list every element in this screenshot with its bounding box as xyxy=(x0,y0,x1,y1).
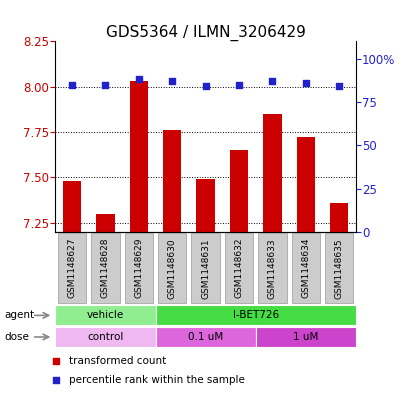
FancyBboxPatch shape xyxy=(124,233,153,303)
Bar xyxy=(229,150,247,232)
Text: vehicle: vehicle xyxy=(87,310,124,320)
Text: dose: dose xyxy=(4,332,29,342)
Point xyxy=(282,109,288,115)
Text: I-BET726: I-BET726 xyxy=(232,310,278,320)
FancyBboxPatch shape xyxy=(157,233,186,303)
Text: GSM1148628: GSM1148628 xyxy=(101,238,110,298)
Point xyxy=(235,81,242,88)
Bar xyxy=(263,114,281,232)
Bar xyxy=(163,130,181,232)
Text: GSM1148632: GSM1148632 xyxy=(234,238,243,298)
Point xyxy=(102,81,108,88)
FancyBboxPatch shape xyxy=(55,305,155,325)
Text: transformed count: transformed count xyxy=(69,356,166,366)
FancyBboxPatch shape xyxy=(55,327,155,347)
Text: GSM1148635: GSM1148635 xyxy=(334,238,343,299)
FancyBboxPatch shape xyxy=(255,327,355,347)
Text: GSM1148634: GSM1148634 xyxy=(301,238,310,298)
Text: GSM1148633: GSM1148633 xyxy=(267,238,276,299)
FancyBboxPatch shape xyxy=(324,233,353,303)
Point xyxy=(282,288,288,294)
FancyBboxPatch shape xyxy=(58,233,86,303)
Title: GDS5364 / ILMN_3206429: GDS5364 / ILMN_3206429 xyxy=(106,25,305,41)
Bar xyxy=(63,181,81,232)
Point xyxy=(335,83,342,90)
Text: GSM1148629: GSM1148629 xyxy=(134,238,143,298)
Text: control: control xyxy=(87,332,124,342)
FancyBboxPatch shape xyxy=(291,233,319,303)
FancyBboxPatch shape xyxy=(224,233,253,303)
Bar xyxy=(129,81,148,232)
Bar xyxy=(96,214,115,232)
Point xyxy=(169,78,175,84)
Point xyxy=(69,81,75,88)
Text: 1 uM: 1 uM xyxy=(292,332,318,342)
Point xyxy=(135,76,142,83)
FancyBboxPatch shape xyxy=(258,233,286,303)
Text: GSM1148630: GSM1148630 xyxy=(167,238,176,299)
Text: percentile rank within the sample: percentile rank within the sample xyxy=(69,375,244,386)
Text: 0.1 uM: 0.1 uM xyxy=(188,332,222,342)
Bar xyxy=(329,203,348,232)
FancyBboxPatch shape xyxy=(191,233,219,303)
Point xyxy=(268,78,275,84)
Text: GSM1148627: GSM1148627 xyxy=(67,238,76,298)
Text: agent: agent xyxy=(4,310,34,320)
FancyBboxPatch shape xyxy=(91,233,119,303)
Text: GSM1148631: GSM1148631 xyxy=(201,238,209,299)
Point xyxy=(202,83,208,90)
Bar xyxy=(196,179,214,232)
Bar xyxy=(296,138,314,232)
FancyBboxPatch shape xyxy=(155,305,355,325)
Point xyxy=(302,80,308,86)
FancyBboxPatch shape xyxy=(155,327,255,347)
